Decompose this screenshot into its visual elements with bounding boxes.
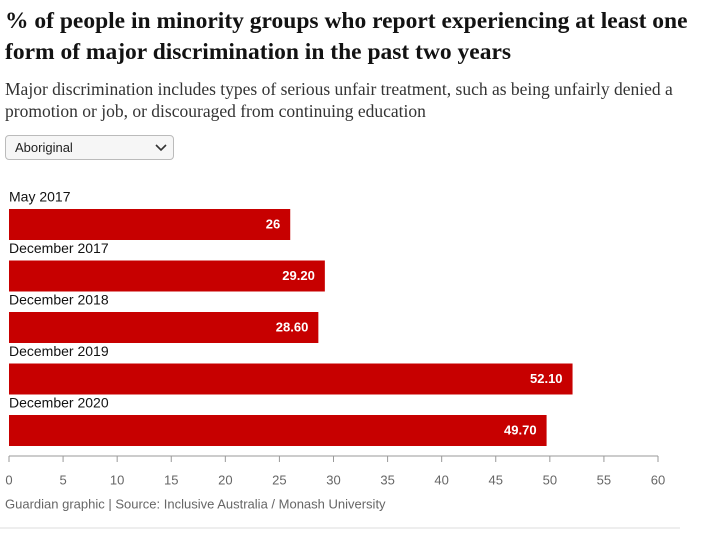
x-tick-label: 40 <box>434 472 448 487</box>
value-label: 26 <box>266 216 280 231</box>
value-label: 29.20 <box>282 268 315 283</box>
x-tick-label: 50 <box>543 472 557 487</box>
category-label: December 2018 <box>9 292 109 308</box>
x-tick-label: 0 <box>5 472 12 487</box>
category-label: May 2017 <box>9 189 71 205</box>
x-tick-label: 60 <box>651 472 665 487</box>
category-label: December 2019 <box>9 343 109 359</box>
bar <box>9 312 319 343</box>
category-label: December 2017 <box>9 240 109 256</box>
bar <box>9 415 547 446</box>
bar <box>9 209 291 240</box>
bar <box>9 363 573 395</box>
x-tick-label: 55 <box>597 472 611 487</box>
dropdown-value[interactable]: Aboriginal <box>15 140 73 155</box>
dropdown[interactable]: Aboriginal <box>5 135 174 160</box>
value-label: 52.10 <box>530 371 563 386</box>
chart-title: % of people in minority groups who repor… <box>5 8 688 65</box>
x-tick-label: 25 <box>272 472 286 487</box>
x-tick-label: 20 <box>218 472 232 487</box>
x-tick-label: 5 <box>59 472 66 487</box>
x-tick-label: 15 <box>164 472 178 487</box>
value-label: 28.60 <box>276 319 309 334</box>
category-label: December 2020 <box>9 395 109 411</box>
source: Guardian graphic | Source: Inclusive Aus… <box>5 496 386 511</box>
chevron <box>155 144 167 152</box>
chart-subtitle: Major discrimination includes types of s… <box>5 79 673 121</box>
x-tick-label: 30 <box>326 472 340 487</box>
x-tick-label: 35 <box>380 472 394 487</box>
x-tick-label: 45 <box>489 472 503 487</box>
value-label: 49.70 <box>504 422 537 437</box>
bar <box>9 260 325 292</box>
x-tick-label: 10 <box>110 472 124 487</box>
